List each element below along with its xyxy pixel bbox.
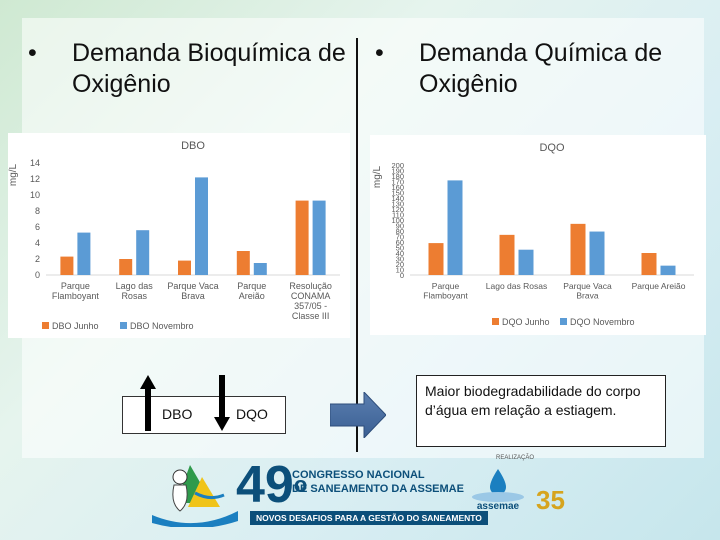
y-tick-label: 2: [35, 254, 40, 264]
y-tick-label: 90: [396, 222, 404, 231]
y-axis-label: mg/L: [372, 165, 383, 188]
footer-banner: 49o CONGRESSO NACIONAL DE SANEAMENTO DA …: [150, 455, 590, 530]
x-tick-label: Lago das Rosas: [486, 281, 547, 291]
bar-dqo-junho: [641, 253, 657, 275]
y-tick-label: 130: [391, 200, 404, 209]
y-tick-label: 140: [391, 194, 404, 203]
bar-dbo-novembro: [136, 230, 150, 275]
bar-dqo-junho: [428, 243, 444, 275]
arrow-right-icon: [330, 392, 386, 438]
dqo-down-label: DQO: [236, 406, 268, 422]
bar-dbo-junho: [60, 256, 74, 275]
bar-dbo-junho: [119, 259, 133, 275]
y-tick-label: 10: [30, 190, 40, 200]
anniversary-badge: 35: [536, 485, 565, 515]
dbo-chart: DBO mg/L 0 2 4 6 8 10 12 14 Parque Flamboyant Lago d…: [8, 133, 350, 338]
y-tick-label: 60: [396, 238, 404, 247]
congress-emblem-icon: [152, 465, 238, 527]
bullet-marker: •: [375, 39, 384, 67]
number-degree: o: [293, 472, 308, 497]
y-tick-label: 14: [30, 158, 40, 168]
y-tick-label: 10: [396, 266, 404, 275]
y-tick-label: 110: [392, 211, 404, 220]
heading-dqo: Demanda Química de Oxigênio: [419, 39, 663, 98]
y-tick-label: 50: [396, 244, 404, 253]
bar-dbo-junho: [236, 251, 250, 275]
number-text: 49: [236, 456, 294, 514]
x-tick-label: Parque Areião: [632, 281, 686, 291]
y-tick-label: 160: [391, 183, 404, 192]
svg-text:assemae: assemae: [477, 501, 520, 511]
x-tick-label: Parque Flamboyant: [423, 281, 468, 301]
legend-swatch: [120, 322, 127, 329]
y-tick-label: 4: [35, 238, 40, 248]
bar-dbo-novembro: [195, 177, 208, 275]
x-tick-label: Parque Flamboyant: [52, 281, 100, 301]
arrow-down-icon: [214, 375, 230, 431]
y-tick-label: 30: [396, 255, 404, 264]
bullet-marker: •: [28, 39, 37, 67]
y-tick-label: 12: [30, 174, 40, 184]
y-tick-label: 100: [391, 216, 404, 225]
y-tick-label: 180: [391, 172, 404, 181]
conclusion-note: Maior biodegradabilidade do corpo d’água…: [416, 375, 666, 447]
y-tick-label: 70: [396, 233, 404, 242]
chart-title: DQO: [539, 142, 565, 154]
dqo-chart-svg: DQO mg/L 010203040506070809010011012013014…: [372, 142, 694, 327]
legend-swatch: [560, 318, 567, 325]
chart-title: DBO: [181, 140, 205, 152]
y-tick-label: 190: [391, 167, 404, 176]
bar-dbo-novembro: [312, 200, 326, 275]
bar-dqo-junho: [570, 223, 586, 275]
y-tick-label: 8: [35, 206, 40, 216]
assemae-logo-icon: assemae: [472, 469, 524, 511]
legend-swatch: [492, 318, 499, 325]
dqo-chart: DQO mg/L 0 10 20 30 40 50 60 70 80 90 100 110 120 130 14…: [370, 135, 706, 335]
legend-label: DBO Junho: [52, 321, 99, 331]
arrow-up-icon: [140, 375, 156, 431]
realizacao-label: REALIZAÇÃO: [496, 455, 535, 461]
bar-dqo-novembro: [518, 249, 534, 275]
y-tick-label: 120: [391, 205, 404, 214]
vertical-divider: [356, 38, 358, 452]
congress-number: 49o: [236, 459, 307, 511]
x-tick-label: Resolução CONAMA 357/05 -Classe III: [289, 281, 332, 321]
y-tick-label: 0: [35, 270, 40, 280]
y-tick-label: 170: [391, 178, 404, 187]
legend-swatch: [42, 322, 49, 329]
y-tick-label: 0: [400, 271, 404, 280]
y-tick-label: 6: [35, 222, 40, 232]
bar-dqo-novembro: [447, 180, 463, 275]
legend-label: DBO Novembro: [130, 321, 194, 331]
congress-title-line2: DE SANEAMENTO DA ASSEMAE: [292, 483, 464, 495]
bar-dbo-junho: [295, 200, 309, 275]
x-tick-label: Lago das Rosas: [116, 281, 154, 301]
bar-dqo-novembro: [660, 265, 676, 275]
dbo-chart-svg: DBO mg/L 0 2 4 6 8 10 12 14 Parque Flamboyant Lago d…: [8, 140, 340, 331]
y-axis-label: mg/L: [8, 163, 19, 186]
y-tick-label: 150: [391, 189, 404, 198]
bar-dbo-novembro: [253, 263, 267, 275]
y-tick-label: 200: [391, 161, 404, 170]
y-tick-label: 20: [396, 260, 404, 269]
y-tick-label: 80: [396, 227, 404, 236]
bar-dqo-junho: [499, 234, 515, 275]
heading-dbo: Demanda Bioquímica de Oxigênio: [72, 39, 346, 98]
legend-label: DQO Junho: [502, 317, 550, 327]
dbo-up-label: DBO: [162, 406, 193, 422]
x-tick-label: Parque Vaca Brava: [167, 281, 218, 301]
x-tick-label: Parque Vaca Brava: [563, 281, 612, 301]
congress-tagline: NOVOS DESAFIOS PARA A GESTÃO DO SANEAMEN…: [250, 511, 488, 525]
y-tick-label: 40: [396, 249, 404, 258]
congress-title-line1: CONGRESSO NACIONAL: [292, 469, 425, 481]
bar-dbo-novembro: [77, 232, 91, 275]
bar-dbo-junho: [178, 260, 191, 275]
x-tick-label: Parque Areião: [237, 281, 266, 301]
bar-dqo-novembro: [589, 231, 605, 275]
legend-label: DQO Novembro: [570, 317, 635, 327]
